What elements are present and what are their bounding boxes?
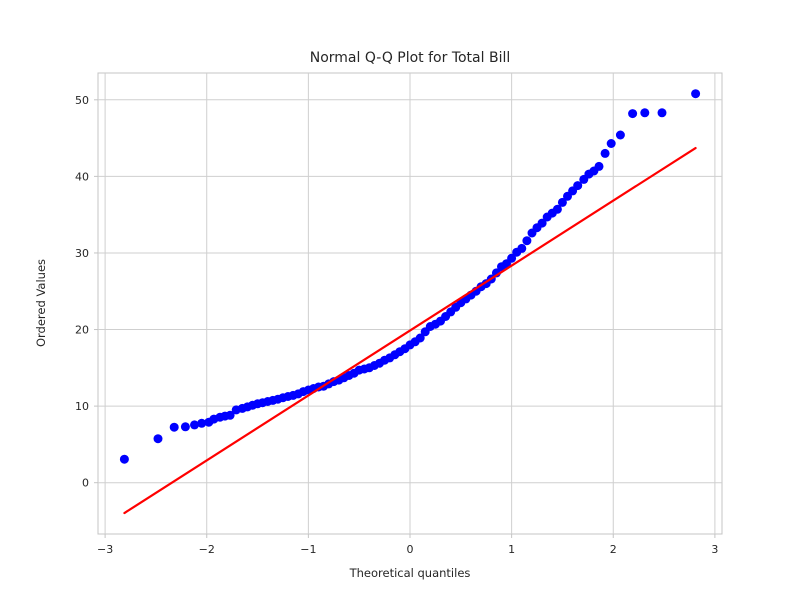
data-point (615, 130, 625, 140)
tick-marks (94, 99, 716, 538)
regression-line (123, 146, 697, 515)
data-point (594, 161, 604, 171)
data-point (190, 420, 199, 430)
x-tick-label: 1 (508, 543, 515, 556)
data-point (606, 139, 616, 148)
y-tick-label: 0 (82, 477, 89, 490)
y-axis-label: Ordered Values (34, 259, 48, 347)
data-point (169, 422, 179, 432)
data-point (657, 108, 667, 118)
x-tick-label: 2 (610, 543, 617, 556)
data-point (640, 108, 650, 118)
x-tick-label: 3 (711, 543, 718, 556)
x-tick-label: 0 (407, 543, 414, 556)
y-tick-label: 40 (75, 170, 89, 183)
data-point (522, 236, 532, 246)
x-tick-label: −3 (97, 543, 113, 556)
x-tick-label: −2 (199, 543, 215, 556)
data-point (628, 109, 638, 119)
data-point (573, 181, 583, 191)
data-point (537, 218, 547, 228)
x-axis-label: Theoretical quantiles (349, 566, 471, 580)
data-point (517, 243, 527, 253)
data-point (153, 434, 163, 444)
data-point (180, 422, 190, 432)
data-point (197, 418, 207, 428)
x-tick-label: −1 (300, 543, 316, 556)
data-point (600, 148, 610, 158)
data-point (415, 333, 425, 343)
chart-title: Normal Q-Q Plot for Total Bill (310, 50, 511, 66)
y-tick-label: 10 (75, 400, 89, 413)
y-tick-label: 50 (75, 94, 89, 107)
y-tick-label: 20 (75, 324, 89, 337)
y-tick-label: 30 (75, 247, 89, 260)
data-point (557, 197, 567, 207)
data-point (507, 253, 517, 263)
fit-line-layer (123, 146, 697, 515)
scatter-points (119, 89, 701, 464)
data-point (691, 89, 701, 99)
data-point (552, 204, 562, 214)
data-point (119, 454, 129, 464)
data-point (225, 410, 235, 420)
